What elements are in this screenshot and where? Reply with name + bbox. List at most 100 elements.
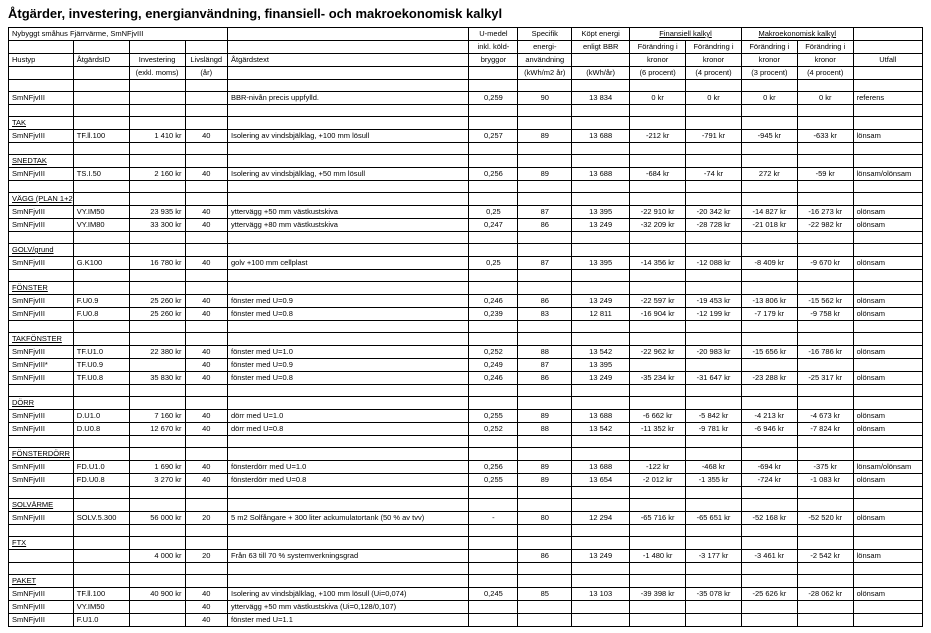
data-cell: 5 m2 Solfångare + 300 liter ackumulatort… [228,512,469,525]
data-cell: 13 688 [572,410,630,423]
cell [853,28,922,41]
section-label: DÖRR [9,397,74,410]
data-cell: 80 [518,512,572,525]
cell: Förändring i [686,41,742,54]
data-cell: 90 [518,92,572,105]
data-cell [741,601,797,614]
data-cell: 85 [518,588,572,601]
data-cell [686,614,742,627]
data-cell: yttervägg +50 mm västkustskiva (Ui=0,128… [228,601,469,614]
group-fin: Finansiell kalkyl [630,28,742,41]
cell: Specifik [518,28,572,41]
data-cell: SmNFjvIII [9,588,74,601]
data-cell: 40 [185,295,227,308]
data-cell: referens [853,92,922,105]
data-cell: -25 626 kr [741,588,797,601]
data-cell: 56 000 kr [129,512,185,525]
data-cell: 40 [185,308,227,321]
data-cell: 40 [185,601,227,614]
data-cell: fönster med U=1.1 [228,614,469,627]
data-cell: SmNFjvIII [9,614,74,627]
data-cell: -16 904 kr [630,308,686,321]
cell: användning [518,54,572,67]
data-cell: TS.I.50 [73,168,129,181]
data-cell: -22 910 kr [630,206,686,219]
data-cell: -2 012 kr [630,474,686,487]
data-cell: 0,255 [469,474,518,487]
data-cell: 40 [185,206,227,219]
data-cell: 13 103 [572,588,630,601]
data-cell: -14 356 kr [630,257,686,270]
data-cell: SmNFjvIII [9,346,74,359]
data-cell: 88 [518,423,572,436]
data-cell: 0,252 [469,346,518,359]
data-cell: 0 kr [741,92,797,105]
data-cell: fönsterdörr med U=0.8 [228,474,469,487]
data-cell: 0,245 [469,588,518,601]
section-label: GOLV/grund [9,244,74,257]
data-cell: SmNFjvIII [9,474,74,487]
data-cell: 40 [185,474,227,487]
data-cell: 13 542 [572,423,630,436]
data-cell: TF.U1.0 [73,346,129,359]
data-cell: SmNFjvIII [9,130,74,143]
cell [853,67,922,80]
data-cell: -52 168 kr [741,512,797,525]
cell: Förändring i [630,41,686,54]
data-cell: -25 317 kr [797,372,853,385]
data-cell: 89 [518,410,572,423]
data-cell: 40 [185,588,227,601]
data-cell [686,359,742,372]
data-cell [741,614,797,627]
data-cell: 13 249 [572,550,630,563]
data-cell: dörr med U=1.0 [228,410,469,423]
section-label: SOLVÄRME [9,499,74,512]
data-cell: 0,239 [469,308,518,321]
data-cell: SmNFjvIII [9,410,74,423]
data-cell: -28 062 kr [797,588,853,601]
data-cell: -52 520 kr [797,512,853,525]
data-cell: 13 395 [572,257,630,270]
data-cell: 13 654 [572,474,630,487]
cell [73,41,129,54]
data-cell: -375 kr [797,461,853,474]
data-cell: SmNFjvIII [9,372,74,385]
data-cell: VY.IM50 [73,206,129,219]
data-cell: 0 kr [686,92,742,105]
data-cell [572,614,630,627]
data-cell: 12 294 [572,512,630,525]
cell [185,41,227,54]
data-cell: 13 688 [572,461,630,474]
data-cell: 0,247 [469,219,518,232]
data-cell [853,601,922,614]
data-cell: 13 688 [572,168,630,181]
data-cell: -65 651 kr [686,512,742,525]
data-cell: 7 160 kr [129,410,185,423]
data-cell [73,92,129,105]
data-cell [185,92,227,105]
data-cell: -74 kr [686,168,742,181]
data-cell: 13 688 [572,130,630,143]
cell [228,41,469,54]
data-cell: F.U0.8 [73,308,129,321]
data-cell: -7 824 kr [797,423,853,436]
section-label: SNEDTAK [9,155,74,168]
data-cell [797,614,853,627]
data-cell: 25 260 kr [129,295,185,308]
cell [129,41,185,54]
cell: (exkl. moms) [129,67,185,80]
data-cell [686,601,742,614]
data-cell: 3 270 kr [129,474,185,487]
data-cell: SmNFjvIII [9,257,74,270]
cell: Investering [129,54,185,67]
data-cell: olönsam [853,410,922,423]
data-cell [630,359,686,372]
data-cell: Från 63 till 70 % systemverkningsgrad [228,550,469,563]
data-cell: 13 395 [572,206,630,219]
data-cell: -19 453 kr [686,295,742,308]
data-cell: -65 716 kr [630,512,686,525]
data-cell: VY.IM80 [73,219,129,232]
data-cell: 40 [185,168,227,181]
data-cell: -724 kr [741,474,797,487]
data-cell: yttervägg +80 mm västkustskiva [228,219,469,232]
